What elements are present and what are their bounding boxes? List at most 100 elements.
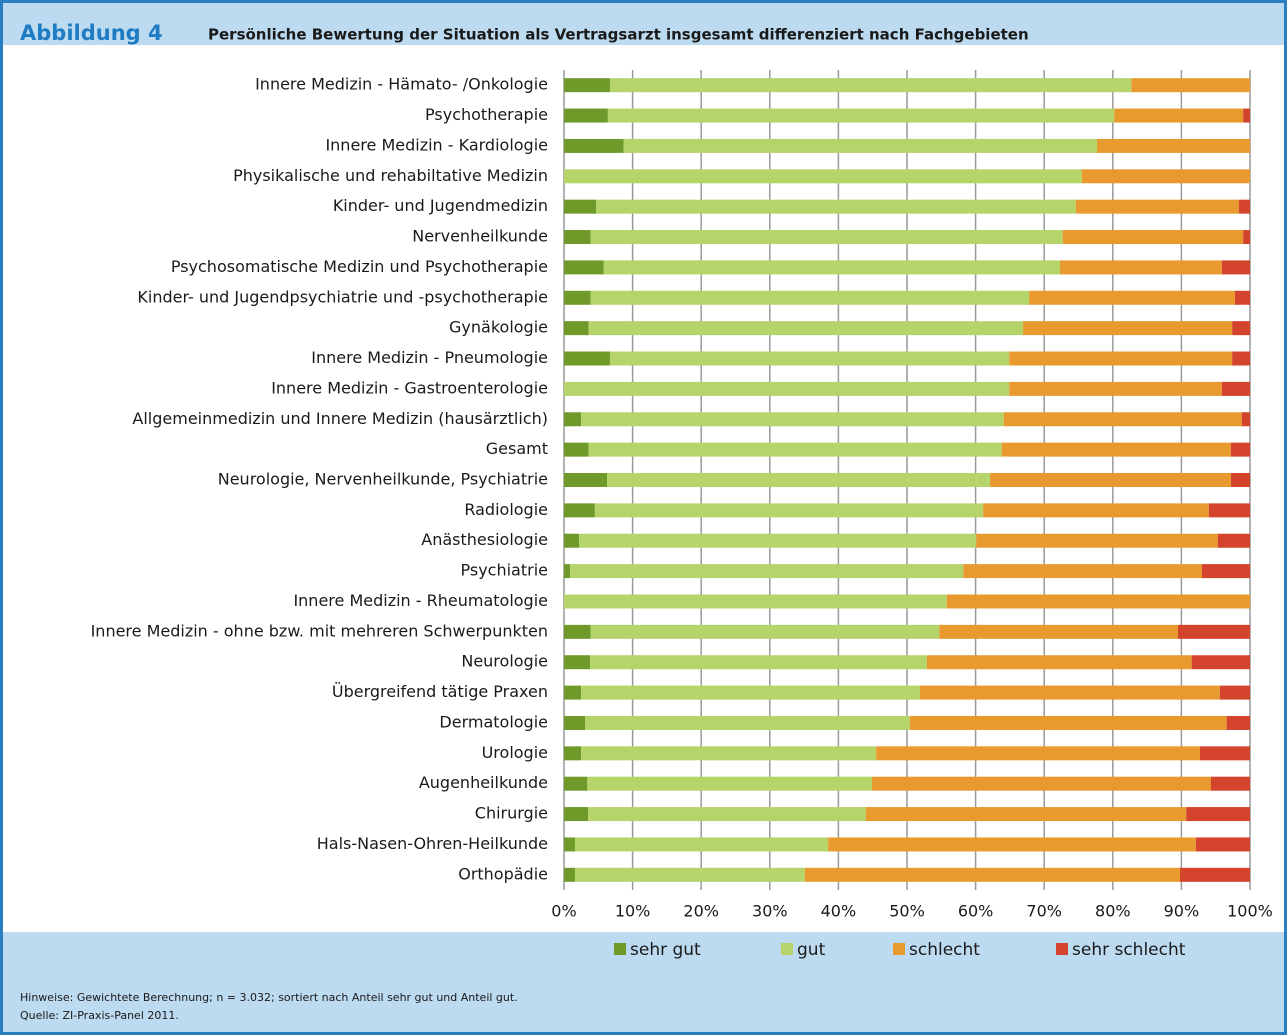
bar-segment bbox=[581, 685, 921, 700]
bar-segment bbox=[1230, 473, 1250, 487]
y-tick-label: Augenheilkunde bbox=[419, 773, 548, 792]
bar-segment bbox=[1009, 351, 1233, 366]
bar-segment bbox=[564, 473, 608, 487]
y-tick-label: Orthopädie bbox=[458, 864, 548, 883]
bar-segment bbox=[588, 442, 1002, 457]
x-tick-label: 40% bbox=[821, 902, 857, 921]
y-tick-label: Allgemeinmedizin und Innere Medizin (hau… bbox=[132, 409, 548, 428]
y-tick-label: Gesamt bbox=[486, 439, 548, 458]
bar-segment bbox=[1059, 260, 1222, 275]
bar-segment bbox=[579, 533, 977, 548]
bar-segment bbox=[1243, 108, 1250, 123]
bar-segment bbox=[609, 78, 1132, 93]
y-tick-label: Kinder- und Jugendpsychiatrie und -psych… bbox=[137, 287, 548, 306]
bar-segment bbox=[564, 108, 608, 123]
bar-segment bbox=[1241, 412, 1250, 427]
bar-segment bbox=[609, 351, 1010, 366]
y-tick-label: Gynäkologie bbox=[449, 318, 548, 337]
bar-segment bbox=[564, 776, 588, 791]
y-tick-label: Innere Medizin - ohne bzw. mit mehreren … bbox=[91, 621, 548, 640]
bar-segment bbox=[564, 78, 610, 93]
y-tick-label: Physikalische und rehabiltative Medizin bbox=[233, 166, 548, 185]
y-tick-label: Psychiatrie bbox=[461, 561, 549, 580]
bar-segment bbox=[976, 533, 1218, 548]
bar-segment bbox=[564, 807, 589, 822]
bar-segment bbox=[585, 715, 910, 730]
legend-swatch bbox=[1056, 943, 1068, 955]
bar-segment bbox=[1003, 412, 1242, 427]
bar-segment bbox=[1243, 230, 1250, 245]
note: Hinweise: Gewichtete Berechnung; n = 3.0… bbox=[20, 991, 518, 1004]
bar-segment bbox=[1022, 321, 1233, 336]
bar-segment bbox=[590, 230, 1063, 245]
bar-segment bbox=[564, 715, 586, 730]
bar-segment bbox=[564, 533, 580, 548]
bar-segment bbox=[607, 473, 991, 487]
bar-segment bbox=[1186, 807, 1250, 822]
bar-segment bbox=[564, 594, 947, 609]
bar-segment bbox=[1232, 351, 1250, 366]
bar-segment bbox=[1239, 199, 1250, 214]
bar-segment bbox=[564, 837, 575, 852]
y-tick-label: Psychosomatische Medizin und Psychothera… bbox=[171, 257, 548, 276]
bar-segment bbox=[564, 321, 589, 336]
bar-segment bbox=[926, 655, 1192, 670]
y-tick-label: Urologie bbox=[482, 743, 548, 762]
bar-segment bbox=[564, 442, 589, 457]
x-tick-label: 10% bbox=[615, 902, 651, 921]
bar-segment bbox=[590, 624, 940, 639]
y-tick-label: Übergreifend tätige Praxen bbox=[332, 682, 548, 701]
chart-title: Persönliche Bewertung der Situation als … bbox=[208, 26, 1029, 44]
bar-segment bbox=[564, 138, 624, 153]
x-tick-label: 50% bbox=[889, 902, 925, 921]
note: Quelle: ZI-Praxis-Panel 2011. bbox=[20, 1009, 179, 1022]
x-tick-label: 60% bbox=[958, 902, 994, 921]
y-tick-label: Neurologie bbox=[461, 652, 548, 671]
bar-segment bbox=[564, 381, 1010, 396]
y-tick-label: Anästhesiologie bbox=[421, 530, 548, 549]
y-tick-label: Innere Medizin - Rheumatologie bbox=[293, 591, 548, 610]
bar-segment bbox=[1221, 260, 1250, 275]
bar-segment bbox=[1062, 230, 1244, 245]
x-tick-label: 70% bbox=[1026, 902, 1062, 921]
y-tick-label: Chirurgie bbox=[475, 804, 548, 823]
bar-segment bbox=[581, 746, 877, 761]
legend-label: schlecht bbox=[909, 940, 980, 960]
figure-label: Abbildung 4 bbox=[20, 21, 163, 45]
y-tick-label: Radiologie bbox=[464, 500, 548, 519]
legend-swatch bbox=[614, 943, 626, 955]
bar-segment bbox=[564, 746, 582, 761]
bar-segment bbox=[920, 685, 1220, 700]
bar-segment bbox=[564, 564, 571, 579]
bar-segment bbox=[1208, 503, 1250, 518]
bar-segment bbox=[564, 503, 595, 518]
bar-segment bbox=[607, 108, 1115, 123]
bar-segment bbox=[1217, 533, 1250, 548]
bar-segment bbox=[623, 138, 1098, 153]
header-band bbox=[3, 3, 1284, 45]
bar-segment bbox=[564, 199, 597, 214]
bar-segment bbox=[804, 867, 1181, 882]
bar-segment bbox=[1177, 624, 1250, 639]
bar-segment bbox=[946, 594, 1250, 609]
bar-segment bbox=[564, 685, 582, 700]
x-tick-label: 80% bbox=[1095, 902, 1131, 921]
bar-segment bbox=[564, 655, 591, 670]
bar-segment bbox=[603, 260, 1060, 275]
bar-segment bbox=[570, 564, 964, 579]
bar-segment bbox=[588, 807, 866, 822]
legend-label: gut bbox=[797, 940, 826, 960]
y-tick-label: Kinder- und Jugendmedizin bbox=[333, 196, 548, 215]
bar-segment bbox=[909, 715, 1227, 730]
bar-segment bbox=[596, 199, 1076, 214]
bar-segment bbox=[1114, 108, 1244, 123]
x-tick-label: 20% bbox=[683, 902, 719, 921]
bar-segment bbox=[574, 837, 829, 852]
y-tick-label: Innere Medizin - Pneumologie bbox=[311, 348, 548, 367]
bar-segment bbox=[1081, 169, 1250, 184]
bar-segment bbox=[574, 867, 805, 882]
bar-segment bbox=[1226, 715, 1250, 730]
bar-segment bbox=[564, 412, 582, 427]
bar-segment bbox=[865, 807, 1187, 822]
